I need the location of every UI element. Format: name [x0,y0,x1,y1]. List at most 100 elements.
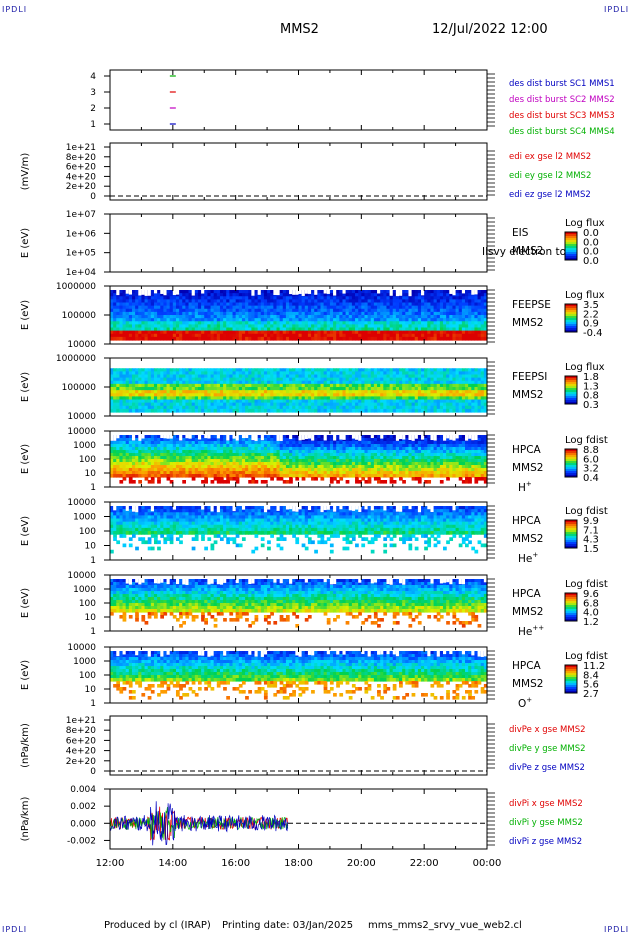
feeps-e-panel-cell [110,311,114,316]
hpca-h-panel-cell [263,471,268,475]
feeps-i-panel-cell [169,405,174,410]
feeps-i-panel-cell [414,387,419,391]
feeps-e-panel-cell [150,315,155,319]
feeps-i-panel-cell [402,390,406,394]
feeps-i-panel-cell [119,408,124,413]
feeps-i-panel-cell [273,396,278,401]
feeps-i-panel-cell [270,393,274,397]
feeps-i-panel-cell [179,368,183,372]
feeps-i-panel-cell [210,402,215,407]
feeps-e-panel-cell [179,318,183,322]
hpca-h-panel-cell [254,453,259,457]
feeps-i-panel-cell [358,374,362,379]
feeps-e-panel-cell [113,321,117,325]
feeps-e-panel-cell [219,293,224,297]
feeps-e-panel-cell [141,327,146,332]
feeps-e-panel-cell [424,336,428,341]
hpca-h-panel-cell [226,474,230,478]
feeps-e-panel-cell [166,324,171,329]
feeps-e-panel-cell [301,333,306,338]
feeps-e-panel-cell [339,330,344,335]
feeps-e-panel-gap [160,290,164,294]
feeps-e-panel-cell [430,315,435,319]
feeps-e-panel-cell [232,290,237,294]
feeps-e-panel-cell [172,296,177,300]
feeps-e-panel-cell [285,330,290,335]
feeps-e-panel-cell [110,336,114,341]
hpca-h-panel-cell [131,468,136,472]
feeps-e-panel-cell [458,333,463,338]
feeps-e-panel-cell [465,302,469,307]
feeps-e-panel-cell [471,315,476,319]
feeps-e-panel-cell [402,293,406,297]
feeps-e-panel-cell [361,299,366,304]
feeps-i-panel-cell [386,387,391,391]
feeps-e-panel-cell [436,299,441,304]
hpca-h-panel-cell [276,477,281,481]
feeps-i-panel-gap [443,362,447,366]
hpca-h-panel-cell [182,450,186,454]
feeps-e-panel-cell [336,290,340,294]
feeps-i-panel-cell [367,399,372,404]
hpca-h-panel-cell [298,447,303,451]
feeps-i-panel-cell [370,405,375,410]
feeps-e-panel-cell [289,324,293,329]
hpca-h-panel-cell [194,453,199,457]
feeps-i-panel-cell [468,399,472,404]
feeps-e-panel-cell [323,330,328,335]
feeps-i-panel-cell [480,399,485,404]
feeps-e-panel-cell [213,308,218,313]
feeps-e-panel-cell [298,324,303,329]
feeps-e-panel-cell [301,299,306,304]
hpca-h-panel-cell [122,471,127,475]
feeps-e-panel-cell [452,330,457,335]
feeps-i-panel-cell [119,387,124,391]
hpca-h-panel-cell [119,441,124,445]
feeps-e-panel-cell [188,318,193,322]
eis-panel-colorbar-step [565,236,577,239]
feeps-e-panel-cell [389,305,394,310]
feeps-e-panel-cell [339,302,344,307]
feeps-e-panel-gap [408,290,412,297]
feeps-e-panel-cell [150,308,155,313]
feeps-i-panel-cell [138,374,143,379]
feeps-e-panel-cell [147,302,152,307]
hpca-h-panel-cell [232,441,237,445]
feeps-e-panel-cell [113,318,117,322]
feeps-e-panel-cell [194,333,199,338]
feeps-e-panel-cell [373,321,378,325]
feeps-i-panel-cell [465,396,469,401]
hpca-h-panel-cell [169,468,174,472]
feeps-e-panel-cell [185,324,190,329]
hpca-h-panel-cell [210,438,215,442]
feeps-e-panel-cell [216,305,221,310]
feeps-i-panel-cell [370,371,375,376]
feeps-e-panel-cell [355,302,359,307]
hpca-h-panel-cell [163,462,168,466]
hpca-h-panel-cell [241,438,246,442]
hpca-h-panel-cell [235,465,240,469]
feeps-e-panel-cell [342,318,347,322]
feeps-i-panel-colorbar-step [565,378,577,381]
feeps-e-panel-cell [361,321,366,325]
feeps-e-panel-gap [172,290,176,296]
feeps-e-panel-cell [449,299,454,304]
feeps-e-panel-cell [358,318,362,322]
feeps-e-panel-cell [194,290,199,294]
feeps-e-panel-cell [169,330,174,335]
feeps-e-panel-cell [235,308,240,313]
feeps-i-panel-cell [128,368,133,372]
feeps-e-panel-cell [245,330,249,335]
feeps-i-panel-gap [452,362,456,368]
feeps-e-panel-cell [238,324,243,329]
feeps-e-panel-cell [307,299,312,304]
feeps-i-panel-gap [339,362,343,366]
feeps-e-panel-cell [169,293,174,297]
feeps-i-panel-cell [358,390,362,394]
feeps-e-panel-cell [201,315,205,319]
feeps-e-panel-cell [263,302,268,307]
feeps-i-panel-cell [329,399,334,404]
hpca-h-panel-cell [185,465,190,469]
feeps-e-panel-cell [197,296,202,300]
hpca-h-panel-cell [191,477,196,481]
